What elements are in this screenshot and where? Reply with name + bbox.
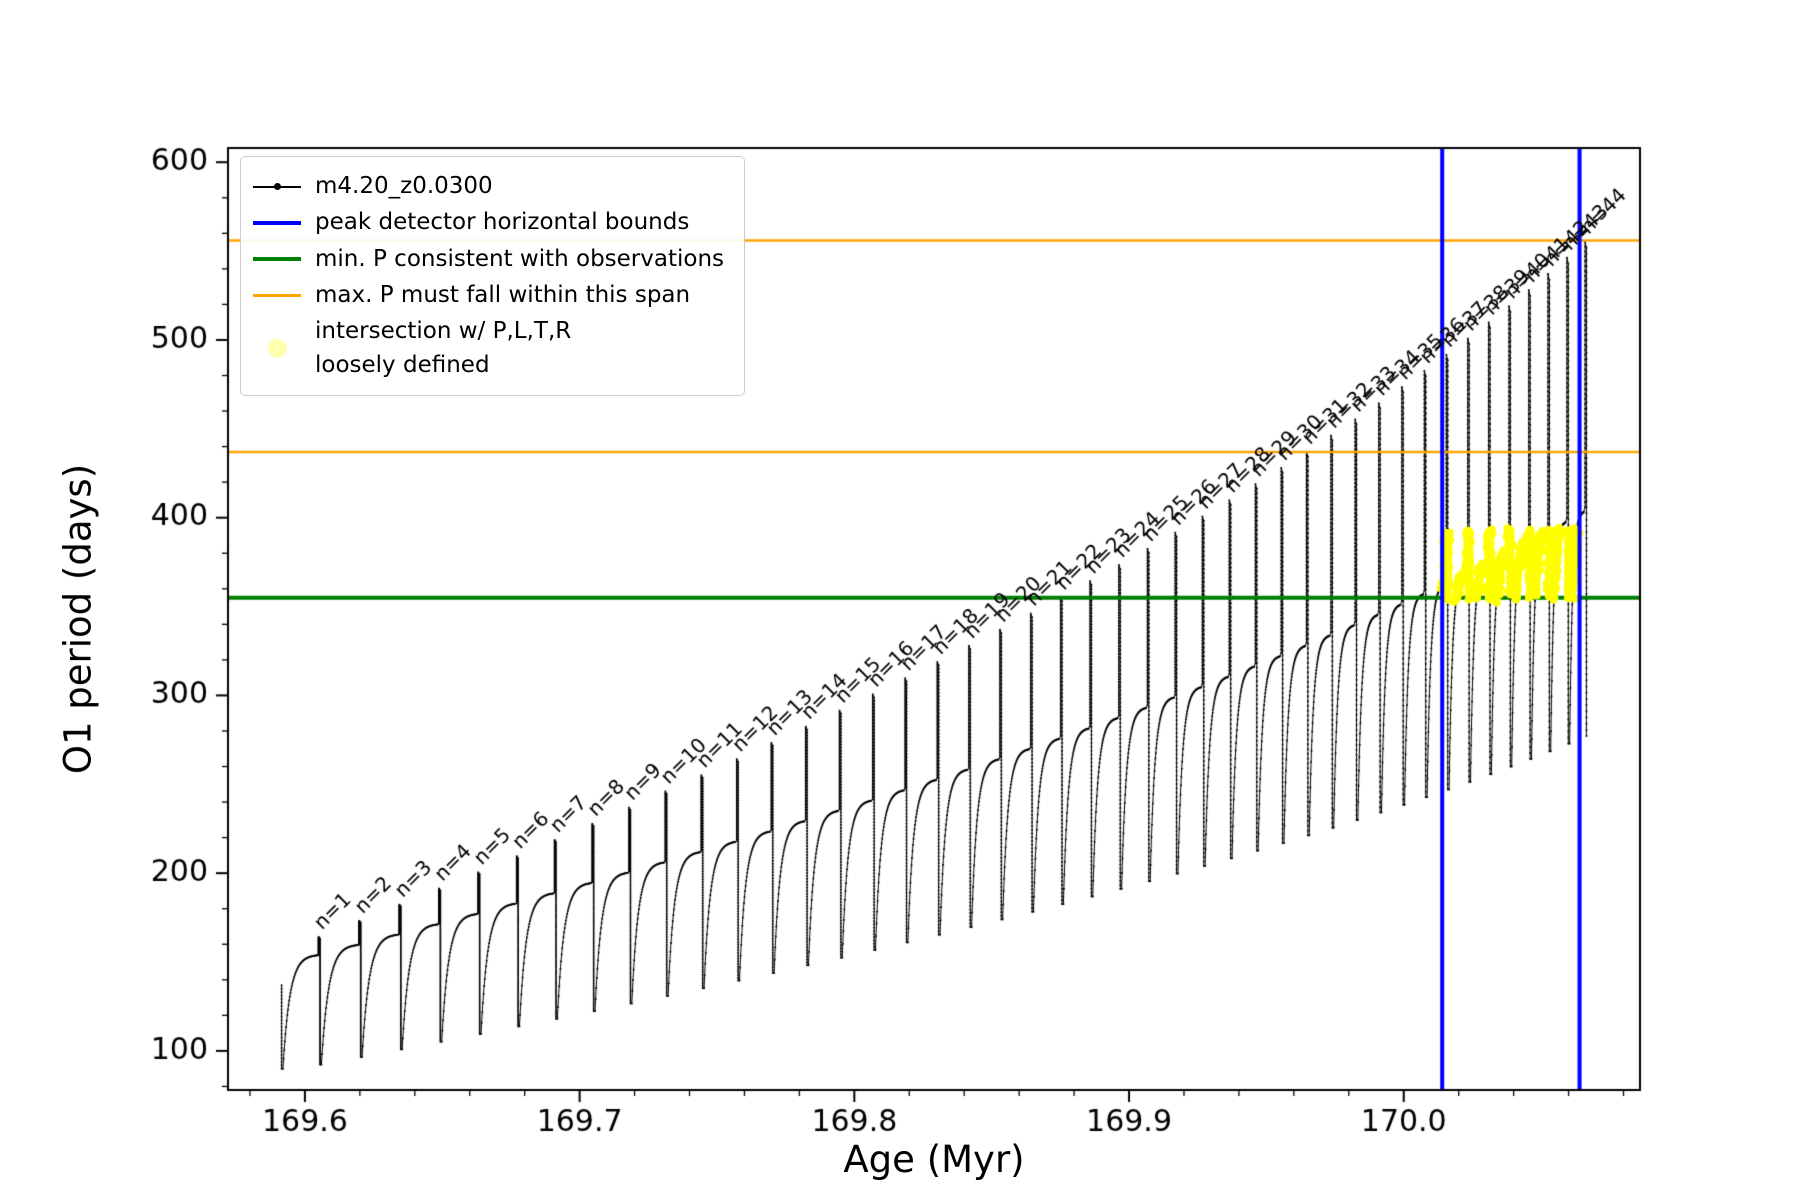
legend-label-intersection: intersection w/ P,L,T,R loosely defined xyxy=(315,318,572,378)
line-dot-marker-icon xyxy=(253,183,301,191)
y-axis-label: O1 period (days) xyxy=(56,463,100,775)
green-line-marker-icon xyxy=(253,257,301,262)
legend-entry-peak-bounds: peak detector horizontal bounds xyxy=(253,206,724,239)
yellow-dot-marker-icon xyxy=(253,339,301,359)
legend-entry-series: m4.20_z0.0300 xyxy=(253,170,724,203)
orange-line-marker-icon xyxy=(253,294,301,298)
legend-entry-min-p: min. P consistent with observations xyxy=(253,243,724,276)
legend-entry-max-p: max. P must fall within this span xyxy=(253,279,724,312)
x-axis-label: Age (Myr) xyxy=(843,1138,1025,1181)
blue-line-marker-icon xyxy=(253,221,301,226)
legend-entry-intersection: intersection w/ P,L,T,R loosely defined xyxy=(253,315,724,382)
legend-label-min-p: min. P consistent with observations xyxy=(315,245,725,272)
legend-label-max-p: max. P must fall within this span xyxy=(315,282,691,309)
legend-label-series: m4.20_z0.0300 xyxy=(315,173,493,199)
legend-label-peak-bounds: peak detector horizontal bounds xyxy=(315,209,690,236)
legend: m4.20_z0.0300 peak detector horizontal b… xyxy=(240,156,746,397)
